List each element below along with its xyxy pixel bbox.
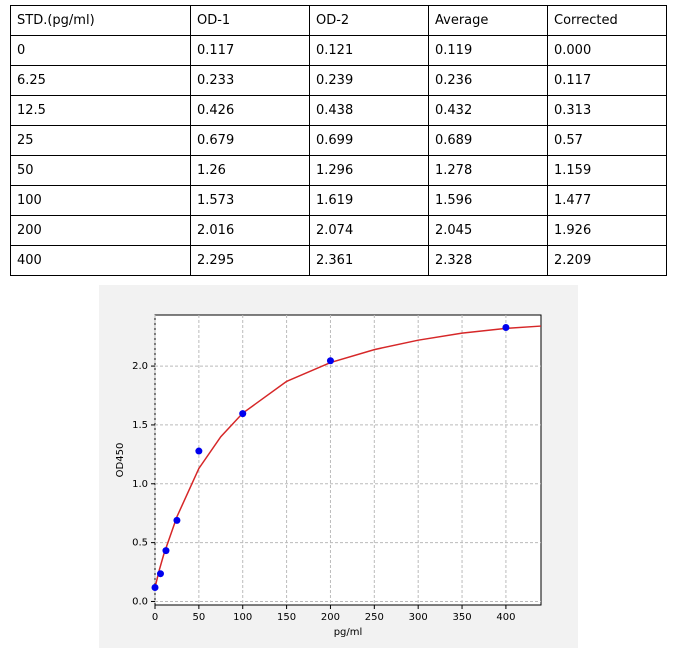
data-point (195, 447, 203, 455)
table-cell: 1.159 (547, 155, 667, 186)
x-tick-label: 150 (277, 612, 296, 623)
table-cell: Average (428, 5, 548, 36)
table-cell: 0.438 (309, 95, 429, 126)
table-cell: 0.689 (428, 125, 548, 156)
data-point (239, 410, 247, 418)
y-tick-label: 0.0 (132, 596, 148, 607)
data-point (326, 357, 334, 365)
table-cell: 0.239 (309, 65, 429, 96)
table-cell: 1.477 (547, 185, 667, 216)
standards-table: STD.(pg/ml) OD-1 OD-2 Average Corrected 0 0.11… (10, 5, 667, 276)
x-tick-label: 350 (452, 612, 471, 623)
table-cell: 12.5 (10, 95, 191, 126)
table-row: STD.(pg/ml) OD-1 OD-2 Average Corrected (10, 5, 667, 36)
table-cell: 0.432 (428, 95, 548, 126)
x-tick-label: 100 (233, 612, 252, 623)
data-point (502, 323, 510, 331)
data-point (156, 570, 164, 578)
table-cell: 100 (10, 185, 191, 216)
table-cell: 2.045 (428, 215, 548, 246)
x-axis-label: pg/ml (334, 627, 363, 638)
table-cell: 1.926 (547, 215, 667, 246)
data-point (151, 583, 159, 591)
y-tick-label: 0.5 (132, 538, 148, 549)
x-tick-label: 0 (152, 612, 158, 623)
table-cell: 2.295 (190, 245, 310, 276)
table-cell: Corrected (547, 5, 667, 36)
table-cell: 2.328 (428, 245, 548, 276)
table-row: 12.5 0.426 0.438 0.432 0.313 (10, 95, 667, 126)
y-tick-label: 2.0 (132, 361, 148, 372)
table-cell: 0.117 (190, 35, 310, 66)
x-tick-label: 400 (496, 612, 515, 623)
table-row: 0 0.117 0.121 0.119 0.000 (10, 35, 667, 66)
table-cell: 0.679 (190, 125, 310, 156)
table-cell: OD-1 (190, 5, 310, 36)
table-cell: 400 (10, 245, 191, 276)
y-axis-label: OD450 (115, 443, 126, 478)
table-row: 400 2.295 2.361 2.328 2.209 (10, 245, 667, 276)
table-cell: 200 (10, 215, 191, 246)
y-tick-label: 1.5 (132, 420, 148, 431)
x-tick-label: 50 (192, 612, 205, 623)
data-point (173, 516, 181, 524)
y-tick-label: 1.0 (132, 479, 148, 490)
data-point (162, 547, 170, 555)
table-cell: 0.236 (428, 65, 548, 96)
table-cell: 2.209 (547, 245, 667, 276)
table-cell: 1.278 (428, 155, 548, 186)
x-tick-label: 250 (365, 612, 384, 623)
x-tick-label: 200 (321, 612, 340, 623)
x-tick-label: 300 (409, 612, 428, 623)
table-row: 200 2.016 2.074 2.045 1.926 (10, 215, 667, 246)
plot-area (154, 314, 542, 606)
table-cell: STD.(pg/ml) (10, 5, 191, 36)
table-cell: 0.121 (309, 35, 429, 66)
table-cell: 1.26 (190, 155, 310, 186)
